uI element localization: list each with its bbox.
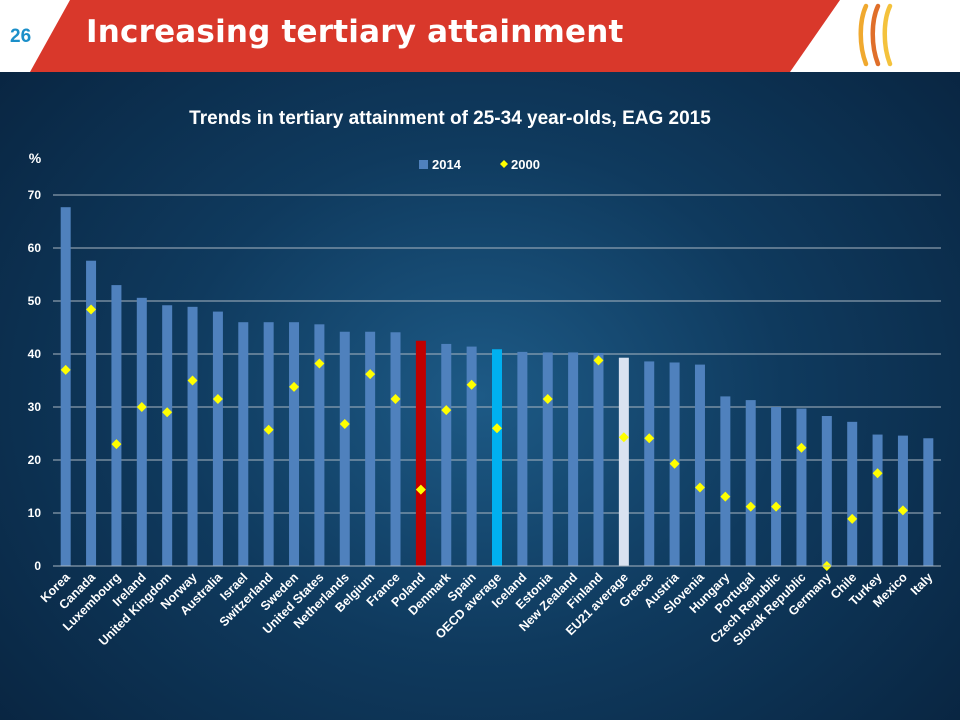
bar-2014-korea (60, 207, 71, 566)
legend: 2014 2000 (419, 157, 540, 172)
bar-2014-australia (212, 311, 223, 566)
marker-2000-finland (593, 355, 604, 366)
marker-2000-turkey (872, 468, 883, 479)
marker-2000-united-states (314, 358, 325, 369)
bar-2014-oecd-average (492, 349, 502, 566)
marker-2000-switzerland (263, 424, 274, 435)
bar-2014-norway (187, 306, 198, 566)
bar-2014-germany (821, 416, 832, 566)
legend-label-2014: 2014 (432, 157, 462, 172)
bar-2014-luxembourg (111, 285, 122, 566)
bar-2014-eu21-average (618, 357, 629, 566)
marker-2000-australia (212, 394, 223, 405)
marker-2000-france (390, 394, 401, 405)
marker-2000-chile (847, 513, 858, 524)
oecd-logo-icon (858, 3, 893, 67)
y-tick-label: 60 (28, 241, 42, 255)
slide-header: 26 Increasing tertiary attainment (0, 0, 960, 72)
bar-2014-united-states (314, 324, 325, 566)
bar-2014-france (390, 332, 401, 566)
y-tick-label: 50 (28, 294, 42, 308)
bar-2014-finland (593, 352, 604, 566)
bar-2014-israel (238, 322, 249, 566)
slide-number: 26 (10, 26, 32, 47)
bar-2014-denmark (441, 343, 452, 566)
marker-2000-sweden (289, 381, 300, 392)
y-axis-label: % (29, 150, 42, 166)
bar-2014-iceland (517, 351, 528, 566)
bar-2014-spain (466, 346, 477, 566)
marker-2000-slovak-republic (796, 442, 807, 453)
bar-2014-portugal (745, 400, 756, 566)
header-red-band (30, 0, 840, 72)
bar-2014-ireland (136, 297, 147, 566)
bar-2014-hungary (720, 396, 731, 566)
marker-2000-greece (644, 433, 655, 444)
bar-2014-belgium (365, 331, 376, 566)
marker-2000-netherlands (339, 418, 350, 429)
marker-2000-mexico (897, 505, 908, 516)
marker-2000-slovenia (694, 482, 705, 493)
x-tick-label: Italy (908, 570, 936, 598)
bar-2014-chile (847, 421, 858, 566)
bars-layer (60, 207, 934, 566)
bar-2014-greece (644, 361, 655, 566)
marker-2000-hungary (720, 491, 731, 502)
bar-2014-netherlands (339, 331, 350, 566)
bar-2014-switzerland (263, 322, 274, 566)
y-tick-label: 30 (28, 400, 42, 414)
bar-2014-canada (86, 260, 97, 566)
legend-swatch-2014 (419, 160, 428, 169)
marker-2000-poland (415, 484, 426, 495)
y-tick-label: 0 (34, 559, 41, 573)
marker-2000-estonia (542, 394, 553, 405)
bar-2014-mexico (897, 435, 908, 566)
y-tick-label: 40 (28, 347, 42, 361)
marker-2000-luxembourg (111, 439, 122, 450)
bar-2014-italy (923, 438, 934, 566)
bar-2014-poland (415, 340, 426, 566)
marker-2000-canada (86, 304, 97, 315)
marker-2000-oecd-average (492, 423, 502, 434)
bar-2014-slovenia (694, 364, 705, 566)
slide-title: Increasing tertiary attainment (86, 14, 624, 50)
bar-2014-turkey (872, 434, 883, 566)
bar-2014-czech-republic (771, 407, 782, 566)
header-banner (0, 0, 960, 72)
marker-2000-ireland (136, 402, 147, 412)
marker-2000-korea (60, 364, 71, 375)
marker-2000-norway (187, 375, 198, 386)
legend-label-2000: 2000 (511, 157, 540, 172)
marker-2000-austria (669, 458, 680, 469)
bar-2014-new-zealand (568, 352, 579, 566)
markers-layer (60, 304, 908, 571)
marker-2000-denmark (441, 405, 452, 416)
bar-2014-slovak-republic (796, 408, 807, 566)
bar-2014-sweden (289, 322, 300, 566)
bar-2014-estonia (542, 352, 553, 566)
y-tick-label: 70 (28, 188, 42, 202)
y-tick-label: 20 (28, 453, 42, 467)
marker-2000-czech-republic (771, 501, 782, 512)
y-tick-label: 10 (28, 506, 42, 520)
marker-2000-eu21-average (618, 432, 629, 443)
legend-swatch-2000 (500, 160, 508, 168)
bar-2014-united-kingdom (162, 305, 173, 566)
marker-2000-portugal (745, 501, 756, 512)
chart-title: Trends in tertiary attainment of 25-34 y… (189, 108, 711, 129)
marker-2000-united-kingdom (162, 407, 173, 418)
marker-2000-spain (466, 379, 477, 390)
marker-2000-belgium (365, 369, 376, 380)
